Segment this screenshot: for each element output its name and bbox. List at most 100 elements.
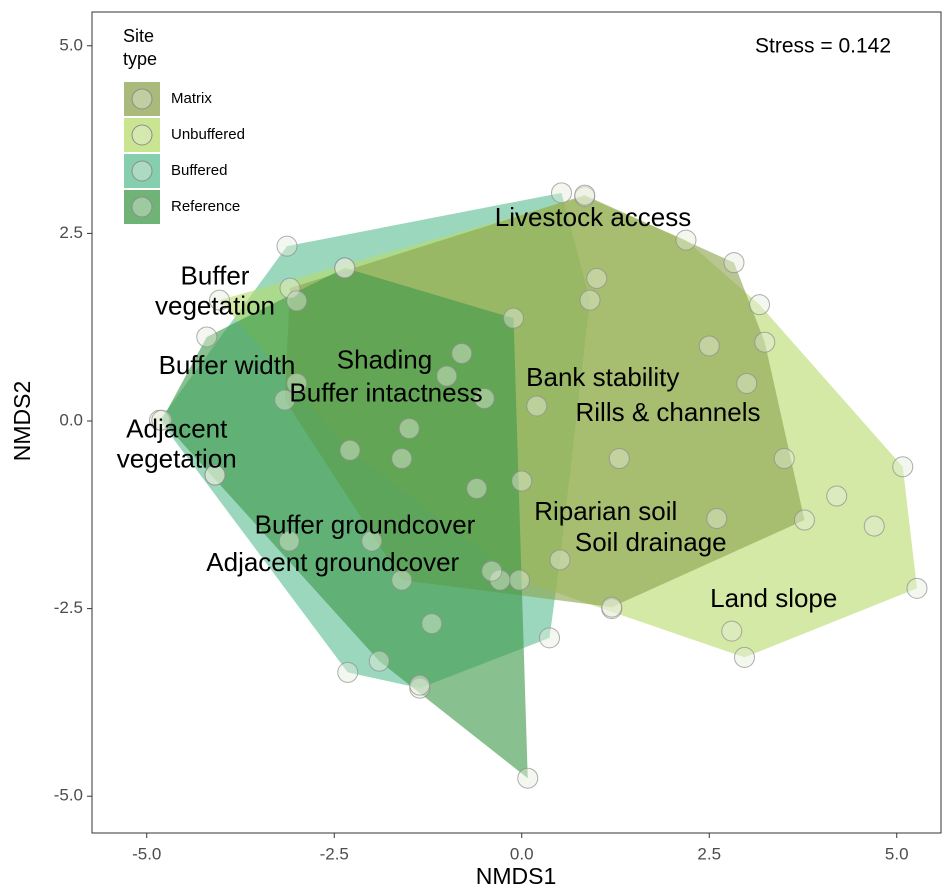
- point: [526, 395, 548, 417]
- point: [539, 627, 560, 649]
- legend-key: [124, 82, 160, 116]
- vector-label-text: Bank stability: [526, 362, 679, 392]
- point: [409, 674, 431, 696]
- point: [398, 418, 420, 440]
- point: [749, 294, 770, 316]
- point: [601, 596, 623, 618]
- vector-label-text: vegetation: [155, 291, 275, 321]
- vector-label-text: Adjacent groundcover: [206, 547, 459, 577]
- point: [892, 456, 914, 478]
- point: [278, 530, 300, 552]
- y-tick-label: 5.0: [59, 35, 83, 54]
- vector-label: Rills & channels: [576, 397, 761, 427]
- point: [773, 448, 795, 470]
- point: [196, 326, 218, 348]
- x-tick-label: 0.0: [510, 844, 534, 863]
- vector-label: Buffer groundcover: [255, 510, 476, 540]
- point: [209, 289, 230, 311]
- vector-label-text: Buffer width: [159, 350, 296, 380]
- point: [723, 252, 745, 274]
- vector-label: Bank stability: [526, 362, 679, 392]
- point: [204, 464, 226, 486]
- point: [337, 661, 359, 683]
- vector-label-text: Shading: [337, 345, 432, 375]
- legend-label: Buffered: [171, 162, 227, 179]
- vector-label: Buffer intactness: [289, 378, 482, 408]
- y-tick-label: 0.0: [59, 410, 83, 429]
- y-tick-label: 2.5: [59, 223, 83, 242]
- legend-title: Site: [123, 26, 154, 46]
- point: [391, 448, 413, 470]
- point: [436, 365, 458, 387]
- vector-label-text: Buffer intactness: [289, 378, 482, 408]
- point: [391, 569, 413, 591]
- point: [608, 448, 630, 470]
- point: [734, 646, 755, 668]
- x-axis-title: NMDS1: [476, 863, 557, 889]
- point: [706, 508, 728, 530]
- x-tick-label: 5.0: [885, 844, 909, 863]
- legend-point: [131, 124, 153, 146]
- point: [274, 389, 296, 411]
- point: [675, 229, 697, 251]
- legend-key: [124, 154, 160, 188]
- legend-key: [124, 190, 160, 224]
- vector-label-text: Riparian soil: [534, 496, 677, 526]
- vector-label-text: Rills & channels: [576, 397, 761, 427]
- point: [698, 335, 720, 357]
- plot-border: [91, 11, 942, 834]
- point: [279, 277, 301, 299]
- point: [736, 372, 758, 394]
- point: [794, 509, 815, 531]
- point: [517, 767, 539, 789]
- y-axis-title: NMDS2: [9, 381, 35, 462]
- legend-key: [124, 118, 160, 152]
- vector-label-text: vegetation: [117, 444, 237, 474]
- point: [863, 515, 885, 537]
- legend-point: [131, 160, 153, 182]
- point: [511, 470, 533, 492]
- point: [334, 257, 356, 279]
- x-tick-label: -2.5: [320, 844, 349, 863]
- point: [503, 307, 524, 329]
- vector-label: Riparian soil: [534, 496, 677, 526]
- point: [826, 485, 848, 507]
- legend-point: [131, 196, 153, 218]
- stress-label: Stress = 0.142: [755, 35, 891, 58]
- vector-label: Adjacent groundcover: [206, 547, 459, 577]
- point: [489, 569, 511, 591]
- point: [276, 235, 298, 257]
- y-tick-label: -2.5: [54, 598, 83, 617]
- legend-label: Unbuffered: [171, 126, 245, 143]
- x-tick-label: 2.5: [697, 844, 721, 863]
- legend-label: Matrix: [171, 90, 212, 107]
- vector-label: Shading: [337, 345, 432, 375]
- point: [721, 620, 743, 642]
- point: [421, 613, 443, 635]
- point: [549, 549, 571, 571]
- point: [574, 184, 596, 206]
- legend-label: Reference: [171, 198, 240, 215]
- vector-label-text: Livestock access: [495, 202, 692, 232]
- legend-point: [131, 88, 153, 110]
- point: [466, 478, 488, 500]
- point: [586, 267, 608, 289]
- point: [473, 387, 495, 409]
- hull: [161, 267, 528, 779]
- point: [551, 182, 572, 204]
- point: [286, 290, 308, 312]
- point: [368, 650, 390, 672]
- point: [509, 569, 530, 591]
- vector-label-text: Buffer groundcover: [255, 510, 476, 540]
- vector-label-text: Buffer: [181, 261, 250, 291]
- vector-label: Land slope: [710, 583, 837, 613]
- legend-title: type: [123, 49, 157, 69]
- x-tick-label: -5.0: [132, 844, 161, 863]
- point: [151, 409, 173, 431]
- point: [481, 560, 503, 582]
- vector-label-text: Land slope: [710, 583, 837, 613]
